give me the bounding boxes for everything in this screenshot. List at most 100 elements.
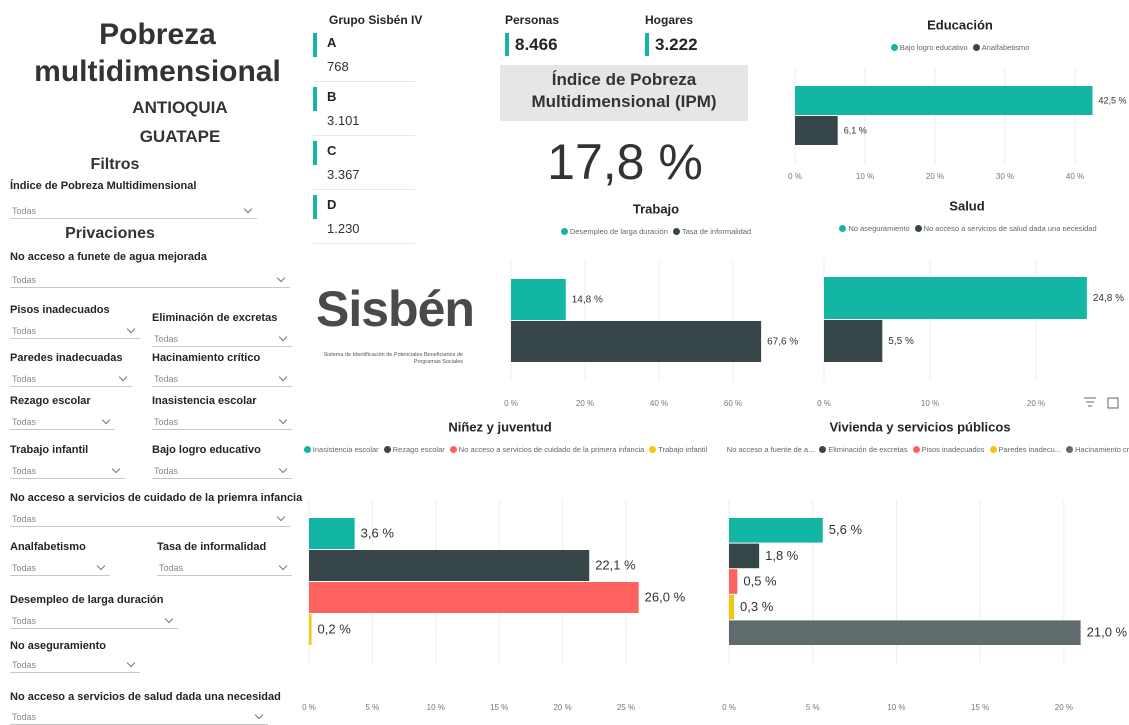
bar <box>824 320 883 362</box>
legend-item: Analfabetismo <box>972 43 1029 52</box>
legend-label: No acceso a fuente de a... <box>726 444 815 454</box>
legend-swatch <box>912 445 920 453</box>
dropdown[interactable]: Todas <box>10 371 132 387</box>
dropdown[interactable]: Todas <box>10 463 125 479</box>
filter-label: Pisos inadecuados <box>10 304 110 316</box>
dropdown[interactable]: Todas <box>152 463 292 479</box>
legend-item: Paredes inadecu... <box>989 445 1061 454</box>
data-label: 1,8 % <box>765 548 799 563</box>
filter-label: No acceso a servicios de cuidado de la p… <box>10 492 303 504</box>
filter-label: Paredes inadecuadas <box>10 352 123 364</box>
accent <box>313 195 317 219</box>
ipm-value: 17,8 % <box>547 134 703 190</box>
bar <box>795 116 838 145</box>
filter-label: No aseguramiento <box>10 640 106 652</box>
x-tick-label: 25 % <box>617 703 635 712</box>
dropdown[interactable]: Todas <box>10 414 115 430</box>
legend-label: Bajo logro educativo <box>899 42 968 52</box>
dropdown[interactable]: Todas <box>10 272 290 288</box>
legend-item: Hacinamiento cri... <box>1066 445 1129 454</box>
ipm-title: Índice de Pobreza Multidimensional (IPM) <box>531 70 717 111</box>
legend-item: Tasa de informalidad <box>672 226 752 236</box>
x-tick-label: 0 % <box>504 399 518 408</box>
legend-item: Desempleo de larga duración <box>560 227 668 236</box>
chart-title: Trabajo <box>633 201 679 216</box>
dropdown[interactable]: Todas <box>10 511 290 527</box>
dropdown[interactable]: Todas <box>152 414 292 430</box>
legend-swatch <box>839 224 847 232</box>
legend-item: Eliminación de excretas <box>819 444 908 454</box>
legend-swatch <box>890 43 898 51</box>
filter-label: Inasistencia escolar <box>152 395 257 407</box>
legend-label: No acceso a servicios de salud dada una … <box>923 223 1097 233</box>
legend: No acceso a fuente de a... Eliminación de… <box>726 443 1129 455</box>
legend-swatch <box>914 224 922 232</box>
legend-label: No acceso a servicios de cuidado de la p… <box>458 444 645 454</box>
legend-item: Pisos inadecuados <box>912 444 985 454</box>
data-label: 6,1 % <box>844 125 867 135</box>
bar <box>309 582 639 613</box>
dropdown[interactable]: Todas <box>152 331 292 347</box>
dropdown[interactable]: Todas <box>157 560 292 576</box>
dropdown[interactable]: Todas <box>10 203 257 219</box>
filter-label: Rezago escolar <box>10 395 91 407</box>
group-letter: A <box>327 35 337 50</box>
legend-swatch <box>1066 445 1074 453</box>
x-tick-label: 40 % <box>1066 172 1084 181</box>
data-label: 24,8 % <box>1093 293 1124 304</box>
data-label: 5,5 % <box>888 336 914 347</box>
legend: Inasistencia escolar Rezago escolar No acc… <box>303 443 708 455</box>
x-tick-label: 5 % <box>806 703 820 712</box>
legend-swatch <box>672 227 680 235</box>
x-tick-label: 60 % <box>724 399 742 408</box>
filter-label: Bajo logro educativo <box>152 444 261 456</box>
filter-label: Tasa de informalidad <box>157 541 267 553</box>
legend-label: Pisos inadecuados <box>921 444 985 454</box>
bar <box>309 614 312 645</box>
kpi-value: 3.222 <box>655 35 698 54</box>
legend-label: Eliminación de excretas <box>828 444 908 454</box>
data-label: 26,0 % <box>645 589 686 604</box>
dropdown[interactable]: Todas <box>10 560 110 576</box>
legend-swatch <box>972 43 980 51</box>
x-tick-label: 15 % <box>490 703 508 712</box>
legend: Desempleo de larga duración Tasa de infor… <box>536 225 776 237</box>
dropdown[interactable]: Todas <box>10 613 178 629</box>
x-tick-label: 10 % <box>921 399 939 408</box>
group-value: 3.367 <box>327 167 360 182</box>
bar <box>511 279 566 320</box>
kpi-label: Hogares <box>645 13 694 27</box>
x-tick-label: 5 % <box>365 703 379 712</box>
data-label: 0,3 % <box>740 599 774 614</box>
x-tick-label: 20 % <box>1027 399 1045 408</box>
dropdown[interactable]: Todas <box>10 657 140 673</box>
dropdown[interactable]: Todas <box>152 371 292 387</box>
bar <box>729 620 1081 645</box>
ipm-card <box>500 65 748 121</box>
dropdown[interactable]: Todas <box>10 323 140 339</box>
x-tick-label: 20 % <box>553 703 571 712</box>
legend-swatch <box>989 445 997 453</box>
x-tick-label: 10 % <box>887 703 905 712</box>
legend-label: Trabajo infantil <box>658 444 708 454</box>
filter-label: Índice de Pobreza Multidimensional <box>10 180 197 192</box>
sisben-title: Grupo Sisbén IV <box>329 13 423 27</box>
filters-title: Filtros <box>90 156 140 173</box>
legend-swatch <box>383 445 391 453</box>
chart-title: Niñez y juventud <box>448 419 551 434</box>
legend-item: Inasistencia escolar <box>303 445 379 454</box>
logo: Sisbén <box>316 281 475 337</box>
group-card: D 1.230 <box>313 195 415 244</box>
x-tick-label: 0 % <box>722 703 736 712</box>
legend-item: No acceso a fuente de a... <box>726 444 815 454</box>
data-label: 22,1 % <box>595 557 636 572</box>
bar <box>309 518 355 549</box>
legend-swatch <box>303 445 311 453</box>
bar <box>729 518 823 543</box>
legend-swatch <box>649 445 657 453</box>
legend-label: Tasa de informalidad <box>681 226 752 236</box>
bar <box>511 321 762 362</box>
bar <box>729 543 760 569</box>
filter-label: Hacinamiento crítico <box>152 352 261 364</box>
